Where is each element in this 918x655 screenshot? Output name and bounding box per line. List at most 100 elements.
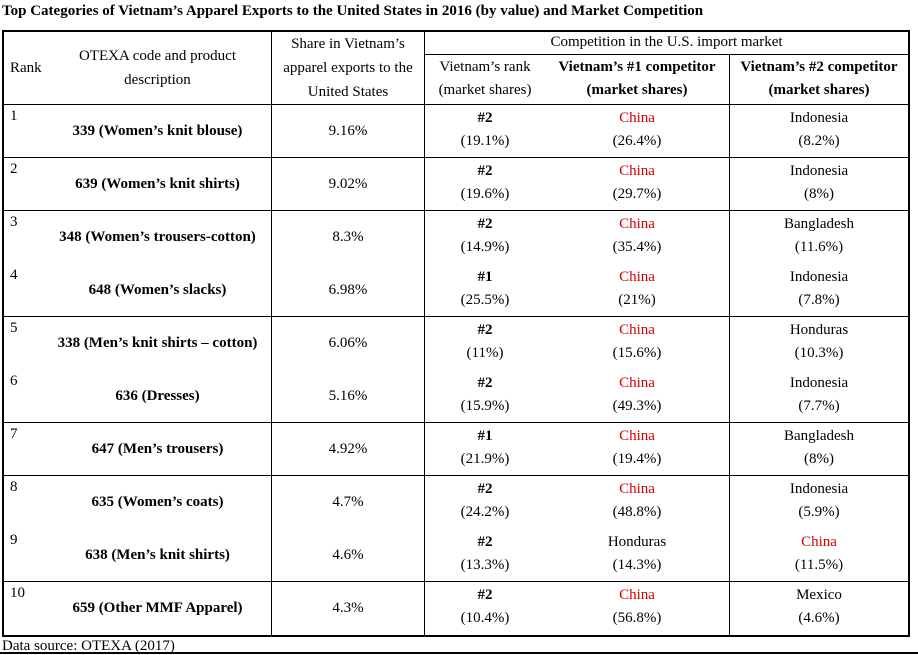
- table-row: 6 636 (Dresses) 5.16% #2 (15.9%) China (49.3%)…: [4, 370, 908, 423]
- rank-value: 8: [10, 479, 18, 495]
- competitor-1-name: China: [619, 428, 655, 444]
- competitor-1-cell: China (49.3%): [545, 370, 730, 422]
- vietnam-rank-cell: #2 (19.1%): [425, 105, 545, 157]
- header-competition-group: Competition in the U.S. import market Vi…: [425, 32, 908, 104]
- competitor-2-cell: Bangladesh (11.6%): [730, 211, 908, 264]
- table-row: 1 339 (Women’s knit blouse) 9.16% #2 (19.1%)…: [4, 105, 908, 158]
- export-share-value: 5.16%: [272, 370, 425, 422]
- vietnam-rank-value: #2: [477, 481, 493, 497]
- vietnam-rank-value: #2: [477, 216, 493, 232]
- product-description-text: 348 (Women’s trousers-cotton): [59, 229, 256, 245]
- table-row: 3 348 (Women’s trousers-cotton) 8.3% #2 (14.…: [4, 211, 908, 264]
- competitor-1-name: China: [619, 481, 655, 497]
- competitor-2-name: China: [801, 534, 837, 550]
- export-share-text: 6.06%: [328, 335, 368, 351]
- competitor-1-cell: China (15.6%): [545, 317, 730, 370]
- competitor-1-share: (48.8%): [612, 504, 662, 520]
- competitor-1-share: (29.7%): [612, 186, 662, 202]
- export-share-text: 9.16%: [328, 122, 368, 139]
- export-share-value: 6.98%: [272, 264, 425, 316]
- export-share-text: 4.7%: [332, 494, 364, 510]
- header-competitor-2: Vietnam’s #2 competitor (market shares): [740, 59, 898, 99]
- header-competition-subrow: Vietnam’s rank (market shares) Vietnam’s…: [425, 54, 908, 104]
- competitor-2-cell: Indonesia (7.7%): [730, 370, 908, 422]
- vietnam-rank-value: #1: [477, 269, 493, 285]
- product-description: 339 (Women’s knit blouse): [44, 105, 272, 157]
- export-share-value: 4.92%: [272, 423, 425, 475]
- vietnam-rank-value: #2: [477, 110, 493, 126]
- competitor-2-cell: Indonesia (5.9%): [730, 476, 908, 529]
- competitor-2-name: Bangladesh: [784, 216, 854, 232]
- table-row: 8 635 (Women’s coats) 4.7% #2 (24.2%) China (4…: [4, 476, 908, 529]
- competitor-1-share: (26.4%): [612, 133, 662, 149]
- export-share-value: 4.3%: [272, 582, 425, 635]
- vietnam-rank-cell: #1 (25.5%): [425, 264, 545, 316]
- export-share-text: 4.6%: [332, 546, 364, 563]
- vietnam-market-share: (13.3%): [460, 557, 510, 573]
- product-description: 638 (Men’s knit shirts): [44, 529, 272, 581]
- competitor-2-cell: Indonesia (8.2%): [730, 105, 908, 157]
- rank-value: 5: [10, 320, 18, 336]
- vietnam-market-share: (21.9%): [460, 451, 510, 467]
- vietnam-rank-cell: #2 (10.4%): [425, 582, 545, 635]
- rank-value: 6: [10, 373, 18, 389]
- vietnam-rank-value: #1: [477, 428, 493, 444]
- vietnam-market-share: (14.9%): [460, 239, 510, 255]
- product-description-text: 338 (Men’s knit shirts – cotton): [57, 335, 258, 351]
- product-description: 635 (Women’s coats): [44, 476, 272, 529]
- vietnam-rank-value: #2: [477, 375, 493, 391]
- header-vietnam-rank: Vietnam’s rank (market shares): [438, 59, 532, 99]
- vietnam-market-share: (19.1%): [460, 133, 510, 149]
- vietnam-market-share: (11%): [466, 345, 504, 361]
- product-description: 659 (Other MMF Apparel): [44, 582, 272, 635]
- competitor-1-cell: China (35.4%): [545, 211, 730, 264]
- export-share-text: 9.02%: [328, 175, 368, 192]
- bottom-rule: [0, 652, 918, 654]
- data-table: Rank OTEXA code and product description …: [2, 30, 910, 637]
- competitor-2-share: (8%): [804, 186, 834, 202]
- competitor-1-cell: China (26.4%): [545, 105, 730, 157]
- competitor-1-name: China: [619, 269, 655, 285]
- table-row: 9 638 (Men’s knit shirts) 4.6% #2 (13.3%) Hon…: [4, 529, 908, 582]
- vietnam-rank-value: #2: [477, 534, 493, 550]
- competitor-2-name: Indonesia: [789, 269, 849, 285]
- vietnam-rank-value: #2: [477, 322, 493, 338]
- export-share-value: 4.6%: [272, 529, 425, 581]
- product-description: 647 (Men’s trousers): [44, 423, 272, 475]
- header-competition-title: Competition in the U.S. import market: [425, 32, 908, 55]
- table-row: 10 659 (Other MMF Apparel) 4.3% #2 (10.4%) Ch…: [4, 582, 908, 635]
- competitor-1-share: (21%): [618, 292, 656, 308]
- export-share-value: 9.16%: [272, 105, 425, 157]
- competitor-2-share: (7.8%): [798, 292, 840, 308]
- export-share-text: 8.3%: [332, 229, 364, 245]
- rank-value: 10: [10, 585, 25, 601]
- competitor-1-name: China: [619, 216, 655, 232]
- competitor-2-name: Bangladesh: [784, 428, 854, 444]
- header-rank: Rank: [10, 59, 42, 76]
- competitor-1-name: China: [619, 322, 655, 338]
- export-share-value: 4.7%: [272, 476, 425, 529]
- export-share-text: 4.92%: [328, 440, 368, 457]
- vietnam-rank-value: #2: [477, 587, 493, 603]
- rank-value: 2: [10, 161, 18, 177]
- vietnam-rank-value: #2: [477, 163, 493, 179]
- competitor-2-share: (8%): [804, 451, 834, 467]
- competitor-2-cell: Honduras (10.3%): [730, 317, 908, 370]
- product-description-text: 339 (Women’s knit blouse): [72, 122, 243, 139]
- competitor-1-name: China: [619, 587, 655, 603]
- table-row: 4 648 (Women’s slacks) 6.98% #1 (25.5%) China…: [4, 264, 908, 317]
- competitor-1-name: China: [619, 163, 655, 179]
- product-description-text: 659 (Other MMF Apparel): [72, 600, 243, 616]
- competitor-2-share: (11.5%): [794, 557, 844, 573]
- vietnam-market-share: (24.2%): [460, 504, 510, 520]
- competitor-2-share: (10.3%): [794, 345, 844, 361]
- competitor-2-cell: Bangladesh (8%): [730, 423, 908, 475]
- vietnam-rank-cell: #2 (15.9%): [425, 370, 545, 422]
- competitor-1-share: (56.8%): [612, 610, 662, 626]
- competitor-2-share: (8.2%): [798, 133, 840, 149]
- vietnam-rank-cell: #2 (24.2%): [425, 476, 545, 529]
- rank-value: 4: [10, 267, 18, 283]
- vietnam-rank-cell: #1 (21.9%): [425, 423, 545, 475]
- product-description-text: 635 (Women’s coats): [91, 494, 224, 510]
